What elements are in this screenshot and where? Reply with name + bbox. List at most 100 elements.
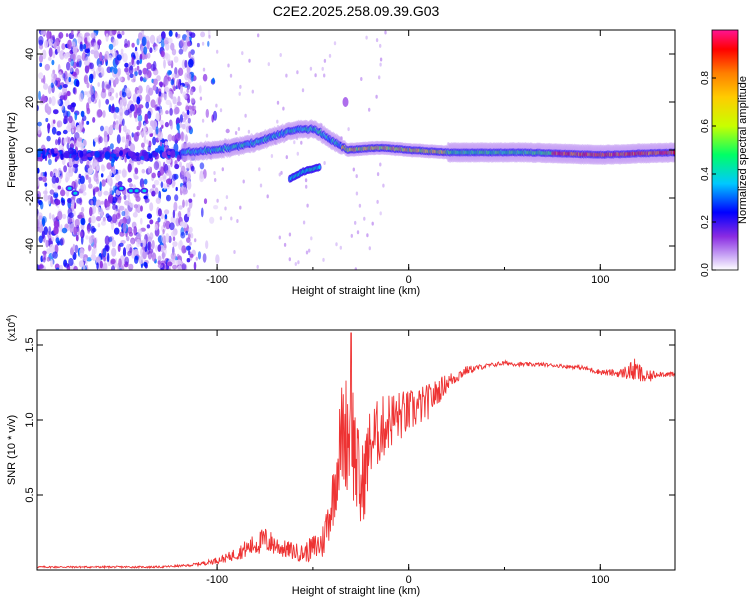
noise-speck [94,237,97,248]
noise-speck [190,232,194,239]
noise-speck [279,53,282,57]
noise-speck [179,161,182,168]
noise-speck [247,129,251,134]
noise-speck [76,62,79,67]
noise-speck [84,60,89,66]
noise-speck [170,252,177,260]
noise-speck [212,110,218,121]
noise-speck [38,90,41,101]
noise-speck [193,105,197,110]
ridge-speck [37,153,41,158]
noise-speck [379,43,382,48]
noise-speck [170,42,175,51]
noise-speck [158,91,162,97]
noise-speck [53,226,59,235]
noise-speck [347,127,350,132]
noise-speck [201,118,205,123]
noise-speck [216,198,219,203]
noise-speck [55,177,59,184]
noise-speck [63,53,69,59]
noise-speck [79,123,83,131]
noise-speck [149,219,154,225]
noise-speck [233,250,236,254]
noise-speck [185,134,188,144]
noise-speck [118,258,122,268]
ridge-speck [176,154,181,162]
noise-speck [155,197,161,204]
noise-speck [151,240,155,250]
noise-speck [122,118,125,126]
noise-speck [379,211,382,216]
noise-speck [138,32,143,41]
noise-speck [56,99,61,105]
noise-speck [203,198,208,205]
noise-speck [143,178,148,185]
noise-speck [152,136,157,146]
spectrogram-area [37,30,675,270]
noise-speck [55,170,60,177]
colorbar-tick-label: 0.6 [700,119,711,133]
noise-speck [114,77,119,85]
noise-speck [80,142,84,151]
noise-speck [38,264,44,269]
noise-speck [375,38,379,43]
noise-speck [144,198,150,203]
noise-speck [90,73,94,80]
noise-speck [138,256,144,265]
noise-speck [46,135,51,142]
noise-speck [308,248,311,253]
noise-speck [98,136,103,144]
ridge-speck [70,154,77,159]
noise-speck [48,158,52,166]
noise-speck [119,231,125,237]
noise-speck [82,265,86,270]
noise-speck [42,49,47,60]
noise-speck [101,88,106,93]
noise-speck [149,47,153,54]
noise-speck [167,59,172,65]
noise-speck [172,241,178,247]
noise-speck [80,110,85,118]
noise-speck [66,142,70,150]
noise-speck [167,70,171,76]
noise-speck [146,213,152,220]
noise-speck [157,208,162,217]
noise-speck [43,74,46,85]
noise-speck [186,109,190,116]
noise-speck [119,196,122,201]
noise-speck [110,105,116,114]
noise-speck [113,39,119,46]
noise-speck [129,183,133,188]
noise-speck [305,250,309,255]
noise-speck [339,245,342,250]
noise-speck [164,214,168,220]
noise-speck [52,51,56,59]
noise-speck [230,216,233,221]
noise-speck [64,115,68,124]
noise-speck [75,234,79,242]
noise-speck [73,163,79,168]
noise-speck [160,31,166,41]
noise-speck [276,100,280,105]
noise-speck [159,119,164,126]
noise-speck [201,41,205,46]
noise-speck [157,171,162,177]
noise-speck [139,53,143,60]
noise-speck [322,257,325,262]
noise-speck [121,169,128,178]
signal-blob [67,186,72,190]
snr-plot-area [37,332,675,570]
noise-speck [91,205,97,214]
noise-speck [178,67,184,77]
noise-speck [130,238,135,244]
noise-speck [48,226,52,236]
noise-speck [102,110,106,118]
noise-speck [212,77,215,84]
noise-speck [185,162,190,169]
noise-speck [53,41,57,50]
ridge-speck [148,153,153,159]
noise-speck [100,90,107,99]
noise-speck [151,252,157,262]
noise-speck [144,53,148,60]
